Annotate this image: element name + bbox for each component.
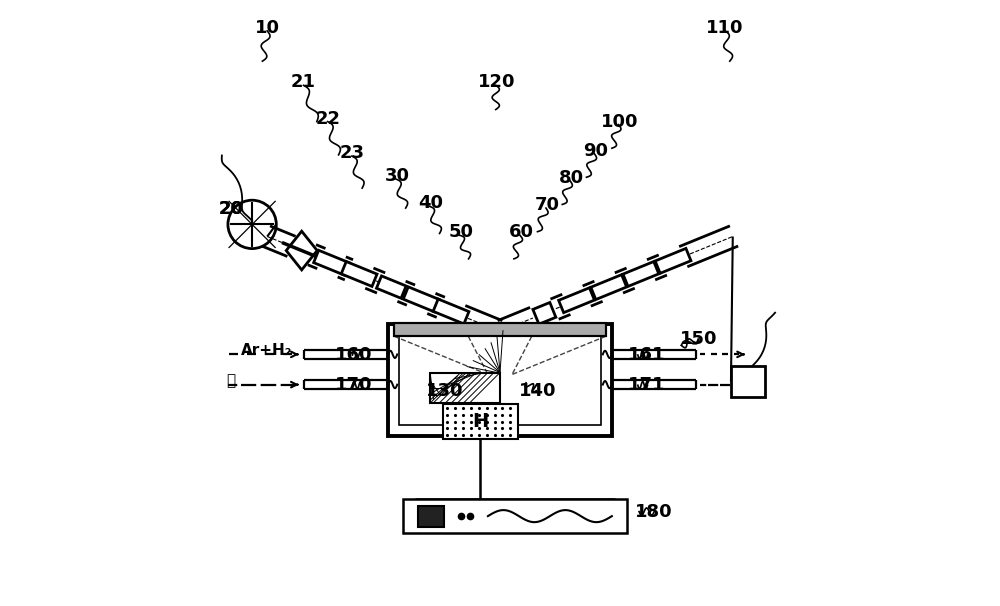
- Bar: [394, 323, 606, 336]
- Text: 10: 10: [255, 19, 280, 37]
- Polygon shape: [433, 299, 469, 324]
- Bar: [418, 506, 444, 527]
- Bar: [731, 367, 765, 397]
- Polygon shape: [533, 302, 556, 324]
- Text: 170: 170: [335, 376, 372, 395]
- Text: 22: 22: [315, 110, 340, 128]
- Bar: [399, 335, 601, 425]
- Bar: [403, 499, 627, 533]
- Text: 23: 23: [339, 144, 364, 162]
- Text: 60: 60: [509, 223, 534, 241]
- Text: 150: 150: [680, 330, 717, 348]
- Text: 180: 180: [635, 502, 673, 521]
- Text: 100: 100: [601, 113, 638, 131]
- Text: 20: 20: [218, 201, 243, 218]
- Polygon shape: [655, 248, 691, 273]
- Polygon shape: [591, 275, 627, 299]
- Text: 140: 140: [519, 382, 557, 400]
- Text: 80: 80: [559, 169, 584, 187]
- Polygon shape: [376, 276, 406, 298]
- Text: 171: 171: [628, 376, 665, 395]
- Text: 水: 水: [227, 373, 236, 388]
- Text: 161: 161: [628, 346, 665, 364]
- Polygon shape: [403, 287, 439, 311]
- Text: 120: 120: [478, 73, 516, 92]
- Text: 50: 50: [448, 223, 473, 241]
- Text: 90: 90: [583, 142, 608, 159]
- Bar: [443, 404, 518, 439]
- Text: 30: 30: [385, 167, 410, 185]
- Text: 70: 70: [535, 196, 560, 214]
- Bar: [394, 323, 606, 336]
- Bar: [388, 324, 612, 436]
- Text: 160: 160: [335, 346, 372, 364]
- Polygon shape: [341, 262, 377, 287]
- Text: Ar+H₂: Ar+H₂: [241, 342, 293, 358]
- Text: 130: 130: [426, 382, 463, 400]
- Text: 110: 110: [706, 19, 744, 37]
- Bar: [430, 373, 500, 403]
- Polygon shape: [559, 288, 594, 313]
- Polygon shape: [623, 262, 659, 287]
- Text: 20: 20: [218, 201, 243, 218]
- Text: H: H: [472, 412, 488, 431]
- Polygon shape: [314, 250, 349, 275]
- Text: 40: 40: [418, 195, 443, 212]
- Text: 21: 21: [291, 73, 316, 92]
